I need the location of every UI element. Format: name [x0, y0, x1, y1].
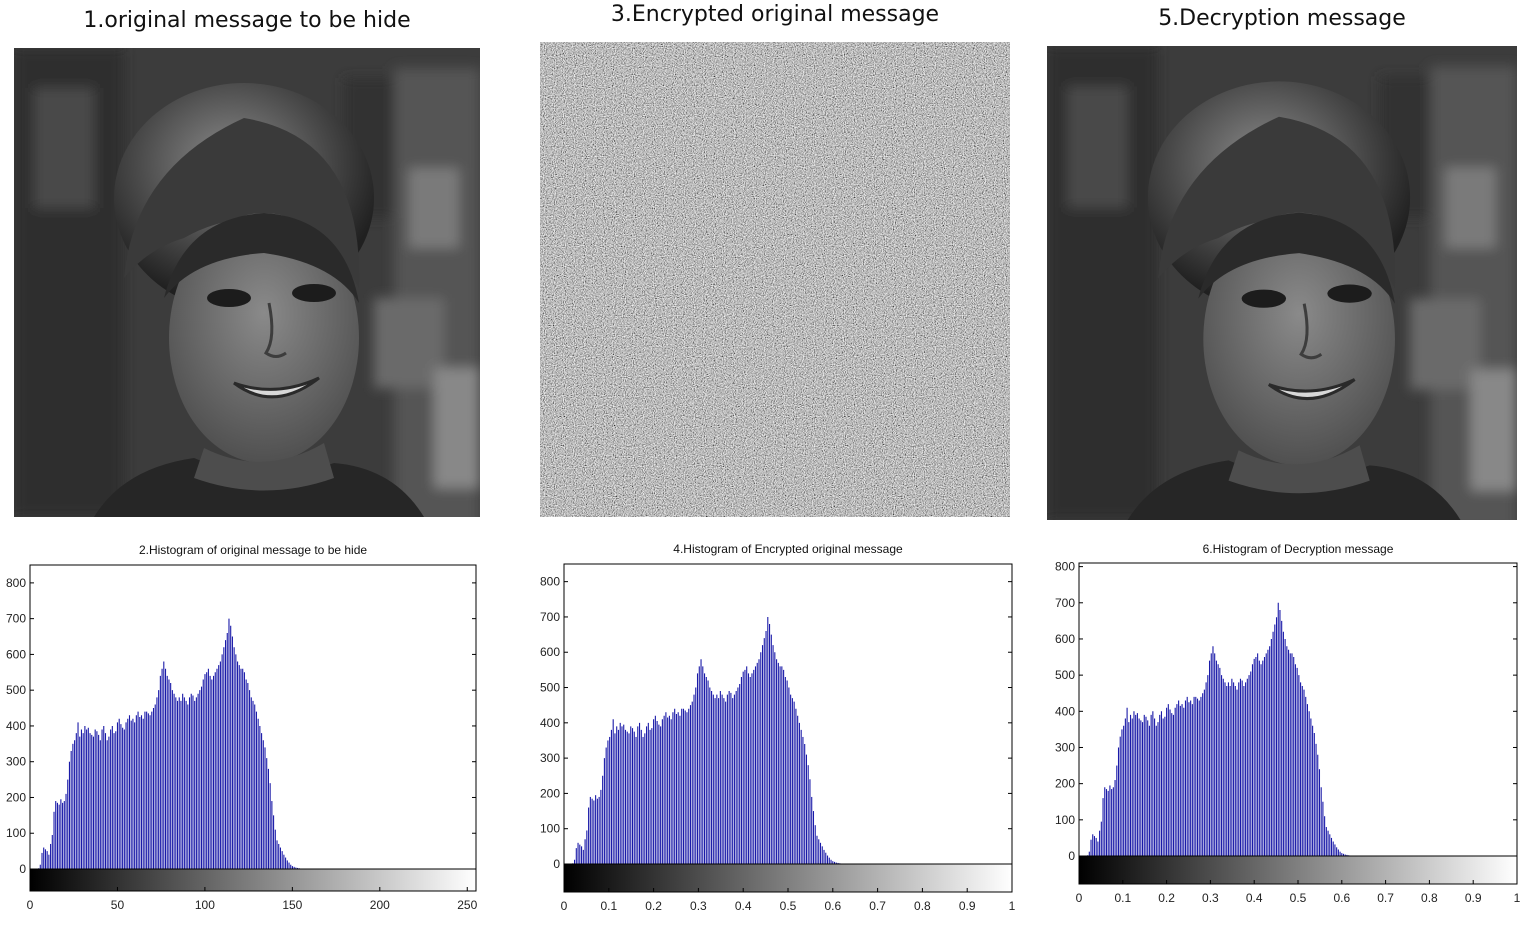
histogram-title-encrypted: 4.Histogram of Encrypted original messag… — [673, 542, 903, 556]
histogram-bars — [38, 618, 306, 869]
x-tick-label: 100 — [195, 898, 215, 912]
x-tick-label: 0.9 — [959, 899, 976, 913]
encrypted-noise-image — [540, 42, 1010, 517]
original-portrait-image — [14, 48, 480, 517]
x-tick-label: 0.3 — [690, 899, 707, 913]
histogram-encrypted-svg: 0 100 200 300 400 500 600 700 800 0 0.1 0.2 0.3 0.4 0.… — [540, 563, 1016, 913]
y-tick-label: 700 — [6, 612, 26, 626]
x-tick-label: 50 — [111, 898, 125, 912]
y-tick-label: 600 — [540, 645, 560, 659]
histogram-title-decrypted: 6.Histogram of Decryption message — [1202, 542, 1394, 556]
y-tick-label: 100 — [1055, 813, 1075, 827]
x-tick-label: 150 — [282, 898, 302, 912]
y-tick-label: 700 — [540, 610, 560, 624]
x-tick-label: 200 — [370, 898, 390, 912]
x-tick-label: 0.4 — [1246, 891, 1263, 905]
colorbar — [564, 864, 1012, 892]
y-tick-label: 600 — [6, 647, 26, 661]
x-tick-label: 0.1 — [1114, 891, 1131, 905]
histogram-original: 0 100 200 300 400 500 600 700 800 0 50 100 150 200 250 — [0, 560, 490, 938]
x-tick-label: 0.4 — [735, 899, 752, 913]
y-tick-label: 800 — [540, 575, 560, 589]
y-tick-label: 700 — [1055, 596, 1075, 610]
x-tick-label: 0.8 — [914, 899, 931, 913]
histogram-decrypted: 0 100 200 300 400 500 600 700 800 0 0.1 0.2 0.3 0.4 0.… — [1040, 560, 1520, 938]
x-tick-label: 0.6 — [824, 899, 841, 913]
histogram-decrypted-svg: 0 100 200 300 400 500 600 700 800 0 0.1 0.2 0.3 0.4 0.… — [1055, 560, 1520, 905]
x-tick-label: 0 — [1076, 891, 1083, 905]
x-tick-label: 0.3 — [1202, 891, 1219, 905]
x-tick-label: 250 — [457, 898, 477, 912]
y-tick-label: 300 — [540, 751, 560, 765]
y-tick-label: 200 — [6, 790, 26, 804]
y-tick-label: 800 — [1055, 560, 1075, 574]
portrait-drawing — [14, 48, 480, 517]
panel-title-original: 1.original message to be hide — [83, 8, 411, 33]
y-tick-label: 0 — [19, 862, 26, 876]
x-tick-label: 0.7 — [1377, 891, 1394, 905]
histogram-bars — [572, 616, 846, 864]
colorbar — [30, 869, 476, 891]
histogram-title-original: 2.Histogram of original message to be hi… — [138, 543, 368, 557]
y-tick-label: 0 — [1068, 849, 1075, 863]
y-tick-label: 400 — [6, 719, 26, 733]
x-tick-label: 0.8 — [1421, 891, 1438, 905]
x-tick-label: 1 — [1514, 891, 1520, 905]
y-tick-label: 400 — [1055, 704, 1075, 718]
x-tick-label: 0 — [561, 899, 568, 913]
y-tick-label: 800 — [6, 576, 26, 590]
x-tick-label: 0.6 — [1333, 891, 1350, 905]
x-tick-label: 0.2 — [1158, 891, 1175, 905]
y-tick-label: 400 — [540, 716, 560, 730]
y-tick-label: 500 — [1055, 668, 1075, 682]
y-tick-label: 500 — [6, 683, 26, 697]
axes-box — [29, 564, 477, 892]
y-tick-label: 100 — [6, 826, 26, 840]
y-tick-label: 300 — [6, 755, 26, 769]
decrypted-portrait-image — [1047, 46, 1517, 520]
y-tick-label: 600 — [1055, 632, 1075, 646]
x-tick-label: 0.1 — [600, 899, 617, 913]
histogram-bars — [1087, 602, 1355, 856]
x-tick-label: 0.2 — [645, 899, 662, 913]
noise-drawing — [540, 42, 1010, 517]
y-tick-label: 200 — [1055, 777, 1075, 791]
x-tick-label: 0.9 — [1465, 891, 1482, 905]
x-tick-label: 0 — [27, 898, 34, 912]
panel-title-encrypted: 3.Encrypted original message — [610, 2, 940, 27]
histogram-encrypted: 0 100 200 300 400 500 600 700 800 0 0.1 0.2 0.3 0.4 0.… — [530, 560, 1022, 938]
y-tick-label: 500 — [540, 681, 560, 695]
y-tick-label: 200 — [540, 786, 560, 800]
panel-title-decrypted: 5.Decryption message — [1158, 6, 1406, 31]
y-tick-label: 300 — [1055, 740, 1075, 754]
x-tick-label: 0.5 — [780, 899, 797, 913]
x-tick-label: 0.7 — [869, 899, 886, 913]
x-tick-label: 0.5 — [1290, 891, 1307, 905]
y-tick-label: 0 — [553, 857, 560, 871]
portrait-drawing-decrypted — [1047, 46, 1517, 520]
colorbar — [1079, 856, 1517, 884]
x-tick-label: 1 — [1009, 899, 1016, 913]
histogram-original-svg: 0 100 200 300 400 500 600 700 800 0 50 100 150 200 250 — [6, 564, 478, 912]
y-tick-label: 100 — [540, 822, 560, 836]
